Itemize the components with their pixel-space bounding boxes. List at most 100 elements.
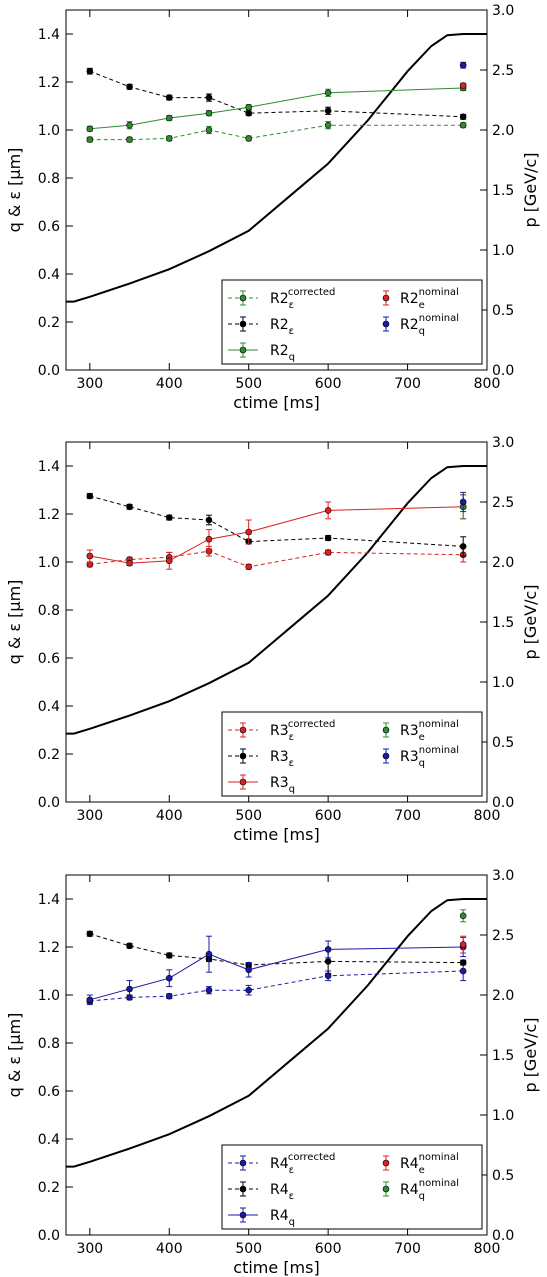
legend-label: R2enominal [400, 287, 459, 311]
x-tick-label: 700 [394, 376, 421, 392]
y-right-tick-label: 0.0 [492, 1228, 514, 1244]
series-line [89, 70, 464, 118]
legend-entry: R4ε [228, 1181, 294, 1202]
x-tick-label: 500 [235, 1241, 262, 1257]
x-tick-label: 800 [474, 376, 501, 392]
legend-label: R4ε [270, 1182, 294, 1202]
data-point [205, 109, 213, 117]
data-point [245, 109, 252, 117]
legend-label: R4εcorrected [270, 1152, 335, 1176]
y-right-tick-label: 0.0 [492, 363, 514, 379]
legend-entry: R3q [228, 774, 295, 795]
data-point [245, 563, 252, 571]
series-r2-4 [459, 61, 467, 69]
legend-entry: R4qnominal [382, 1178, 459, 1202]
legend-entry: R3εcorrected [228, 719, 335, 743]
x-tick-label: 300 [76, 808, 103, 824]
series-line [89, 970, 464, 1002]
y-right-tick-label: 3.0 [492, 3, 514, 19]
y-tick-label: 0.6 [38, 651, 60, 667]
data-point [86, 996, 94, 1004]
x-tick-label: 400 [156, 1241, 183, 1257]
chart-svg: 300 400 500 600 700 8000.00.20.40.60.81.01.21… [5, 868, 540, 1277]
series-r2-2 [86, 84, 467, 133]
legend-label: R3ε [270, 749, 294, 769]
series-line [89, 87, 464, 130]
momentum-curve [66, 465, 487, 735]
chart-panel-r3: 300 400 500 600 700 800 0.0 0.2 0.4 0.6 0.8 1.0 1.2 1… [0, 432, 547, 847]
data-point [324, 89, 332, 97]
data-point [205, 516, 213, 524]
x-tick-label: 300 [76, 1241, 103, 1257]
series-r3-0 [86, 545, 467, 571]
legend-entry: R4εcorrected [228, 1152, 335, 1176]
y-right-tick-label: 1.0 [492, 243, 514, 259]
legend-label: R2qnominal [400, 313, 459, 337]
data-point [324, 507, 332, 514]
data-point [245, 103, 252, 111]
data-point [126, 985, 133, 993]
x-tick-label: 700 [394, 1241, 421, 1257]
legend-entry: R3qnominal [382, 745, 459, 769]
data-point [459, 941, 467, 948]
data-point [324, 549, 332, 556]
y-right-tick-label: 2.0 [492, 555, 514, 571]
y-right-tick-label: 1.0 [492, 1108, 514, 1124]
y-tick-label: 1.4 [38, 459, 60, 475]
y-tick-label: 0.8 [38, 1036, 60, 1052]
series-r2-0 [86, 121, 467, 143]
series-r2-3 [459, 82, 467, 89]
x-tick-label: 600 [315, 1241, 342, 1257]
y-tick-label: 0.8 [38, 603, 60, 619]
data-point [205, 126, 213, 134]
series-r4-3 [459, 935, 467, 954]
data-point [459, 61, 467, 69]
legend-entry: R2enominal [382, 287, 459, 311]
chart-panel-r4: 300 400 500 600 700 800 0.0 0.2 0.4 0.6 0.8 1.0 1.2 1… [0, 865, 547, 1277]
legend-label: R3q [270, 775, 295, 795]
data-point [205, 986, 213, 994]
y-tick-label: 0.0 [38, 363, 60, 379]
x-tick-label: 800 [474, 1241, 501, 1257]
momentum-curve [66, 898, 487, 1168]
data-point [205, 950, 213, 958]
y-axis-label: q & ε [µm] [5, 148, 24, 233]
legend-label: R4enominal [400, 1152, 459, 1176]
series-line [89, 506, 464, 564]
y-tick-label: 0.4 [38, 1132, 60, 1148]
legend-label: R4qnominal [400, 1178, 459, 1202]
legend-label: R3qnominal [400, 745, 459, 769]
data-point [86, 67, 94, 75]
series-r4-4 [459, 909, 467, 923]
y-right-tick-label: 2.5 [492, 928, 514, 944]
x-tick-label: 600 [315, 808, 342, 824]
legend-entry: R3ε [228, 748, 294, 769]
data-point [165, 94, 173, 101]
data-point [245, 966, 252, 974]
y-right-tick-label: 1.5 [492, 1048, 514, 1064]
y-tick-label: 1.4 [38, 27, 60, 43]
series-line [89, 946, 464, 1001]
y-right-tick-label: 3.0 [492, 435, 514, 451]
y-tick-label: 0.2 [38, 747, 60, 763]
data-point [165, 992, 173, 1000]
y-right-tick-label: 1.5 [492, 183, 514, 199]
data-point [165, 135, 173, 142]
y-tick-label: 0.2 [38, 315, 60, 331]
x-axis-label: ctime [ms] [233, 1258, 319, 1277]
data-point [126, 559, 133, 567]
y-tick-label: 0.6 [38, 219, 60, 235]
y-right-tick-label: 1.0 [492, 675, 514, 691]
y-tick-label: 1.0 [38, 123, 60, 139]
data-point [459, 113, 467, 121]
series-r3-1 [86, 492, 467, 557]
y-right-tick-label: 3.0 [492, 868, 514, 884]
x-tick-label: 700 [394, 808, 421, 824]
chart-panel-r2: 300 400 500 600 700 800 0.0 0.2 0.4 0.6 0.8 1.0 1.2 1… [0, 0, 547, 415]
data-point [459, 967, 467, 975]
data-point [86, 552, 94, 560]
data-point [86, 492, 94, 500]
x-tick-label: 500 [235, 808, 262, 824]
